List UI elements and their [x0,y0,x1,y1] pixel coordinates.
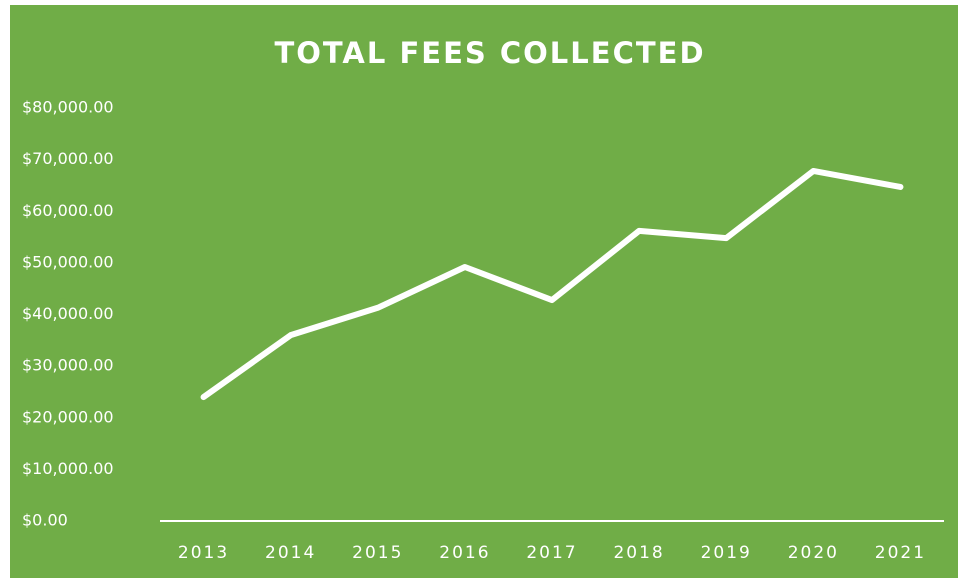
chart-title: TOTAL FEES COLLECTED [274,36,705,70]
x-tick-label: 2019 [701,543,752,563]
x-tick-label: 2014 [265,543,316,563]
y-tick-label: $0.00 [22,511,68,530]
x-tick-label: 2016 [439,543,490,563]
y-tick-label: $80,000.00 [22,98,114,117]
y-tick-label: $20,000.00 [22,407,114,426]
x-tick-label: 2015 [352,543,403,563]
y-tick-label: $10,000.00 [22,459,114,478]
y-tick-label: $60,000.00 [22,201,114,220]
y-tick-label: $50,000.00 [22,252,114,271]
y-tick-label: $70,000.00 [22,149,114,168]
y-tick-label: $40,000.00 [22,304,114,323]
x-tick-label: 2017 [526,543,577,563]
x-tick-label: 2020 [788,543,839,563]
x-tick-label: 2013 [178,543,229,563]
chart-background [10,5,958,578]
x-tick-label: 2021 [875,543,926,563]
y-tick-label: $30,000.00 [22,356,114,375]
line-series [200,167,904,401]
x-tick-label: 2018 [613,543,664,563]
